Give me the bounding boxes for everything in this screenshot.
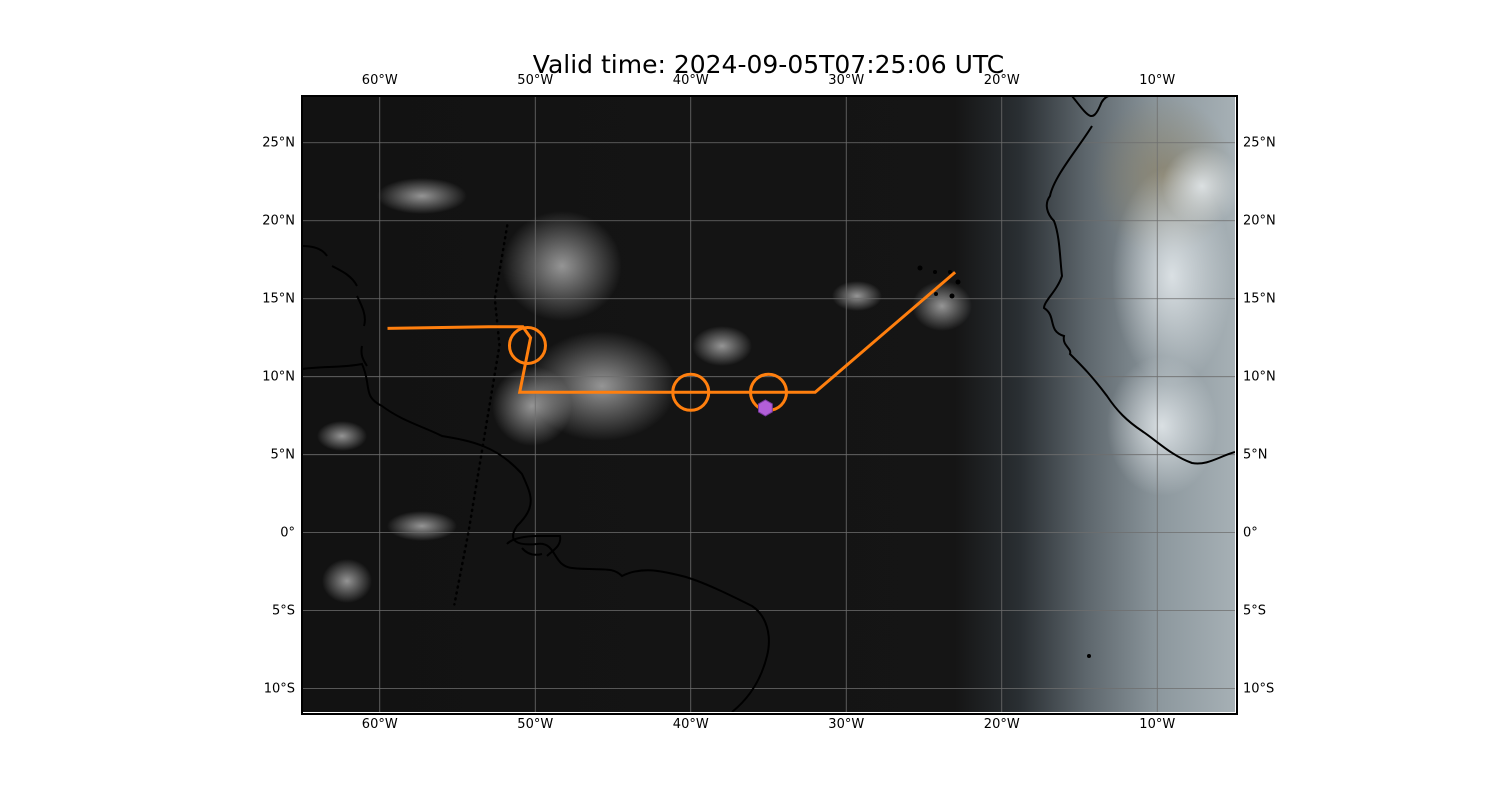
lat-tick-label-right: 5°S [1243, 603, 1267, 619]
satellite-map[interactable] [302, 96, 1235, 712]
lat-tick-label-left: 10°S [263, 681, 295, 697]
caribbean-islands-coastline [302, 245, 368, 367]
waypoint-circles[interactable] [507, 326, 788, 412]
lat-tick-label-right: 25°N [1243, 135, 1276, 151]
lat-tick-label-right: 0° [1243, 525, 1258, 541]
lon-tick-label-top: 50°W [517, 73, 554, 88]
lon-tick-label-bottom: 30°W [828, 717, 865, 732]
lat-tick-label-right: 15°N [1243, 291, 1276, 307]
lat-tick-label-left: 20°N [262, 213, 295, 229]
south-america-coastline [302, 362, 770, 712]
position-marker[interactable] [758, 399, 773, 417]
waypoint-circle[interactable] [671, 372, 711, 412]
lon-tick-label-top: 10°W [1139, 73, 1176, 88]
lat-tick-label-right: 5°N [1243, 447, 1268, 463]
lon-tick-label-bottom: 60°W [361, 717, 398, 732]
lon-tick-label-top: 60°W [361, 73, 398, 88]
lat-tick-label-right: 10°N [1243, 369, 1276, 385]
africa-coastline [1071, 96, 1117, 118]
lat-tick-label-left: 0° [280, 525, 295, 541]
gridlines [302, 96, 1235, 712]
lat-tick-label-left: 5°S [271, 603, 295, 619]
lat-tick-label-left: 15°N [262, 291, 295, 307]
page-title: Valid time: 2024-09-05T07:25:06 UTC [532, 50, 1005, 79]
map-panel[interactable] [302, 96, 1235, 712]
fir-boundary-dotted-line [453, 224, 509, 606]
cape-verde-islands [917, 265, 961, 299]
west-africa-coastline [1042, 125, 1235, 465]
lat-tick-label-right: 20°N [1243, 213, 1276, 229]
lat-tick-label-right: 10°S [1243, 681, 1275, 697]
lat-tick-label-left: 10°N [262, 369, 295, 385]
lat-tick-label-left: 5°N [270, 447, 296, 463]
lon-tick-label-bottom: 20°W [983, 717, 1020, 732]
lon-tick-label-top: 40°W [672, 73, 709, 88]
waypoint-circle[interactable] [507, 326, 547, 366]
lon-tick-label-bottom: 40°W [672, 717, 709, 732]
ascension-island [1087, 654, 1091, 658]
lon-tick-label-bottom: 50°W [517, 717, 554, 732]
amazon-delta-coastline [506, 535, 562, 557]
coastlines [302, 96, 1235, 712]
lat-tick-label-left: 25°N [262, 135, 295, 151]
flight-track[interactable] [387, 271, 957, 394]
lon-tick-label-top: 30°W [828, 73, 865, 88]
lon-tick-label-bottom: 10°W [1139, 717, 1176, 732]
lon-tick-label-top: 20°W [983, 73, 1020, 88]
